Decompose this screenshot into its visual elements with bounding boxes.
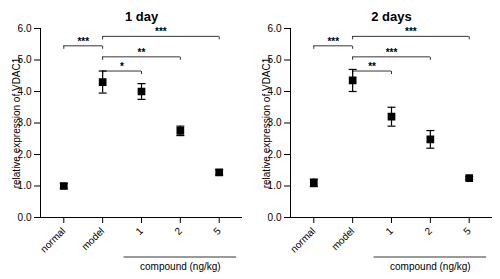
svg-text:compound (ng/kg): compound (ng/kg) [140,261,221,272]
svg-text:4.0: 4.0 [17,85,32,97]
svg-text:5.0: 5.0 [267,54,282,66]
svg-text:normal: normal [38,225,67,254]
svg-text:0.0: 0.0 [18,212,32,223]
svg-text:2: 2 [172,225,184,237]
svg-text:3.0: 3.0 [267,117,282,129]
svg-text:1 day: 1 day [125,9,159,24]
svg-text:relative expression of VDAC1: relative expression of VDAC1 [261,57,272,188]
svg-text:***: *** [405,26,417,37]
svg-text:4.0: 4.0 [267,85,282,97]
svg-text:model: model [79,225,106,252]
svg-text:2: 2 [422,225,434,237]
svg-text:1.0: 1.0 [17,180,32,192]
svg-text:5: 5 [211,225,223,237]
svg-text:***: *** [327,36,339,47]
svg-text:5: 5 [461,225,473,237]
svg-text:*: * [120,61,124,72]
svg-text:1: 1 [133,225,145,237]
svg-text:**: ** [138,47,146,58]
svg-text:compound (ng/kg): compound (ng/kg) [390,261,471,272]
svg-text:5.0: 5.0 [17,54,32,66]
svg-text:relative expression of VDAC1: relative expression of VDAC1 [11,57,22,188]
svg-text:2 days: 2 days [371,9,411,24]
svg-text:0.0: 0.0 [268,212,282,223]
svg-text:1.0: 1.0 [267,180,282,192]
svg-text:model: model [329,225,356,252]
svg-text:2.0: 2.0 [17,148,32,160]
svg-text:6.0: 6.0 [18,23,32,34]
svg-text:***: *** [155,26,167,37]
svg-text:3.0: 3.0 [17,117,32,129]
svg-text:1: 1 [383,225,395,237]
svg-text:normal: normal [288,225,317,254]
svg-text:***: *** [77,36,89,47]
svg-text:**: ** [368,61,376,72]
svg-text:***: *** [386,47,398,58]
svg-text:2.0: 2.0 [267,148,282,160]
svg-text:6.0: 6.0 [268,23,282,34]
